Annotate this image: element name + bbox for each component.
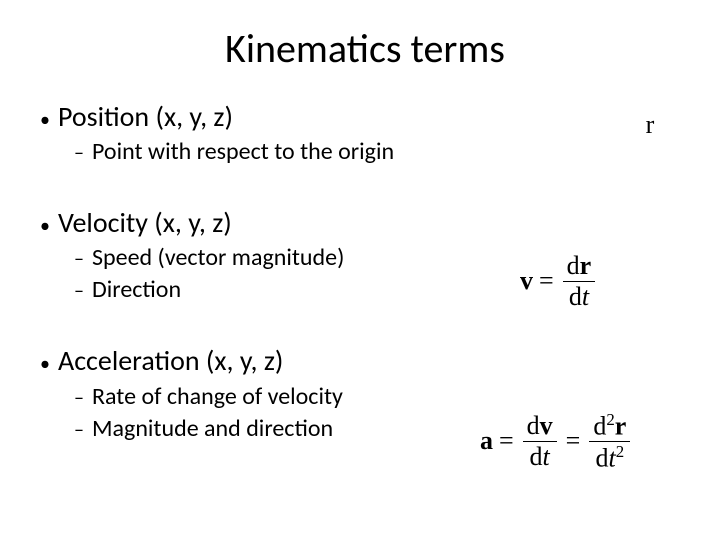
sub-list: – Rate of change of velocity – Magnitude…	[74, 382, 460, 444]
sub-row: – Direction	[74, 275, 460, 305]
left-column: • Position (x, y, z) – Point with respec…	[40, 101, 460, 481]
equals-icon: =	[539, 266, 554, 296]
term-velocity: • Velocity (x, y, z) – Speed (vector mag…	[40, 207, 460, 305]
right-column: r v = dr dt a = dv dt	[460, 101, 690, 481]
sub-label: Speed (vector magnitude)	[92, 243, 344, 273]
fraction-denominator: dt	[526, 442, 554, 470]
equation-lhs: a	[480, 426, 493, 456]
equation-acceleration: a = dv dt = d2r dt2	[480, 401, 690, 481]
fraction: dv dt	[523, 412, 557, 470]
dash-icon: –	[74, 141, 92, 165]
dash-icon: –	[74, 418, 92, 442]
bullet-icon: •	[40, 216, 58, 236]
bullet-icon: •	[40, 110, 58, 130]
term-label: Acceleration (x, y, z)	[58, 345, 283, 377]
equation-body: a = dv dt = d2r dt2	[480, 411, 633, 472]
sub-row: – Speed (vector magnitude)	[74, 243, 460, 273]
sub-label: Point with respect to the origin	[92, 137, 394, 167]
content-area: • Position (x, y, z) – Point with respec…	[40, 101, 690, 481]
sub-label: Rate of change of velocity	[92, 382, 343, 412]
sub-row: – Magnitude and direction	[74, 414, 460, 444]
sub-row: – Rate of change of velocity	[74, 382, 460, 412]
bullet-row: • Position (x, y, z)	[40, 101, 460, 133]
bullet-row: • Velocity (x, y, z)	[40, 207, 460, 239]
term-acceleration: • Acceleration (x, y, z) – Rate of chang…	[40, 345, 460, 443]
bullet-row: • Acceleration (x, y, z)	[40, 345, 460, 377]
fraction-denominator: dt2	[592, 442, 629, 472]
sub-list: – Point with respect to the origin	[74, 137, 460, 167]
dash-icon: –	[74, 279, 92, 303]
equation-symbol-r: r	[646, 110, 655, 140]
equation-velocity: v = dr dt	[480, 241, 690, 321]
bullet-icon: •	[40, 354, 58, 374]
slide-title: Kinematics terms	[40, 24, 690, 73]
equation-position: r	[480, 105, 690, 145]
sub-label: Magnitude and direction	[92, 414, 333, 444]
equation-lhs: v	[520, 266, 533, 296]
dash-icon: –	[74, 386, 92, 410]
sub-list: – Speed (vector magnitude) – Direction	[74, 243, 460, 305]
fraction-numerator: dr	[563, 252, 596, 281]
equation-body: v = dr dt	[520, 252, 598, 310]
term-position: • Position (x, y, z) – Point with respec…	[40, 101, 460, 167]
sub-label: Direction	[92, 275, 181, 305]
term-label: Velocity (x, y, z)	[58, 207, 232, 239]
fraction-numerator: d2r	[589, 411, 630, 442]
term-label: Position (x, y, z)	[58, 101, 233, 133]
dash-icon: –	[74, 247, 92, 271]
sub-row: – Point with respect to the origin	[74, 137, 460, 167]
fraction-denominator: dt	[565, 282, 593, 310]
equals-icon: =	[566, 426, 581, 456]
fraction: d2r dt2	[589, 411, 630, 472]
fraction-numerator: dv	[523, 412, 557, 441]
equals-icon: =	[499, 426, 514, 456]
fraction: dr dt	[563, 252, 596, 310]
slide: Kinematics terms • Position (x, y, z) – …	[0, 0, 720, 540]
